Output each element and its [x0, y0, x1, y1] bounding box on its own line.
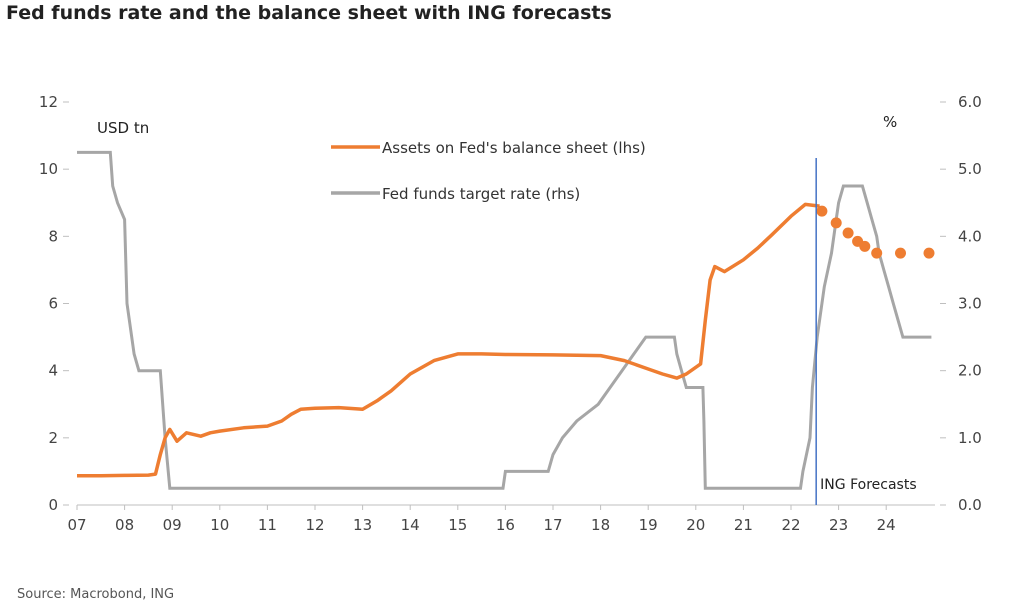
x-tick-label: 15 [448, 516, 467, 534]
forecast-point [859, 240, 871, 252]
x-tick-label: 20 [686, 516, 705, 534]
forecast-point [816, 205, 828, 217]
source-note: Source: Macrobond, ING [17, 587, 175, 602]
y-right-tick-label: 4.0 [958, 227, 982, 245]
y-left-tick-label: 6 [48, 295, 58, 313]
y-right-tick-label: 3.0 [958, 295, 982, 313]
x-tick-label: 23 [829, 516, 848, 534]
x-tick-label: 09 [163, 516, 182, 534]
page-title: Fed funds rate and the balance sheet wit… [6, 2, 612, 24]
y-left-tick-label: 10 [39, 160, 58, 178]
x-tick-label: 18 [591, 516, 610, 534]
x-tick-label: 12 [305, 516, 324, 534]
chart-axes: 07 08 09 10 11 12 13 14 15 16 17 18 19 20 21 22 23 240246… [39, 93, 982, 534]
y-right-tick-label: 2.0 [958, 362, 982, 380]
x-tick-label: 13 [353, 516, 372, 534]
x-tick-label: 21 [734, 516, 753, 534]
y-right-tick-label: 1.0 [958, 429, 982, 447]
y-right-tick-label: 6.0 [958, 93, 982, 111]
x-tick-label: 19 [639, 516, 658, 534]
x-tick-label: 07 [67, 516, 86, 534]
y-right-unit-label: % [883, 113, 897, 131]
x-tick-label: 11 [258, 516, 277, 534]
x-tick-label: 16 [496, 516, 515, 534]
y-left-tick-label: 4 [48, 362, 58, 380]
y-left-tick-label: 2 [48, 429, 58, 447]
series-line-fed-assets [77, 202, 820, 478]
forecast-point [842, 227, 854, 239]
x-tick-label: 17 [543, 516, 562, 534]
y-left-tick-label: 8 [48, 227, 58, 245]
chart-series [77, 150, 935, 490]
x-tick-label: 22 [781, 516, 800, 534]
x-tick-label: 10 [210, 516, 229, 534]
x-tick-label: 24 [877, 516, 896, 534]
y-right-tick-label: 5.0 [958, 160, 982, 178]
x-tick-label: 08 [115, 516, 134, 534]
y-left-unit-label: USD tn [97, 119, 149, 137]
series-line-fed-funds-rate [77, 150, 932, 490]
forecast-annotation: ING Forecasts [820, 477, 916, 493]
forecast-point [895, 247, 906, 259]
chart-legend: Assets on Fed's balance sheet (lhs) Fed f… [331, 139, 646, 203]
forecast-point [871, 247, 883, 259]
y-left-tick-label: 12 [39, 93, 58, 111]
forecast-point [923, 247, 935, 259]
x-tick-label: 14 [401, 516, 420, 534]
y-left-tick-label: 0 [48, 496, 58, 514]
forecast-point [830, 217, 842, 229]
chart-annotations: ING Forecasts [815, 158, 917, 505]
legend-label-rate: Fed funds target rate (rhs) [382, 185, 580, 203]
y-right-tick-label: 0.0 [958, 496, 982, 514]
legend-label-assets: Assets on Fed's balance sheet (lhs) [382, 139, 646, 157]
